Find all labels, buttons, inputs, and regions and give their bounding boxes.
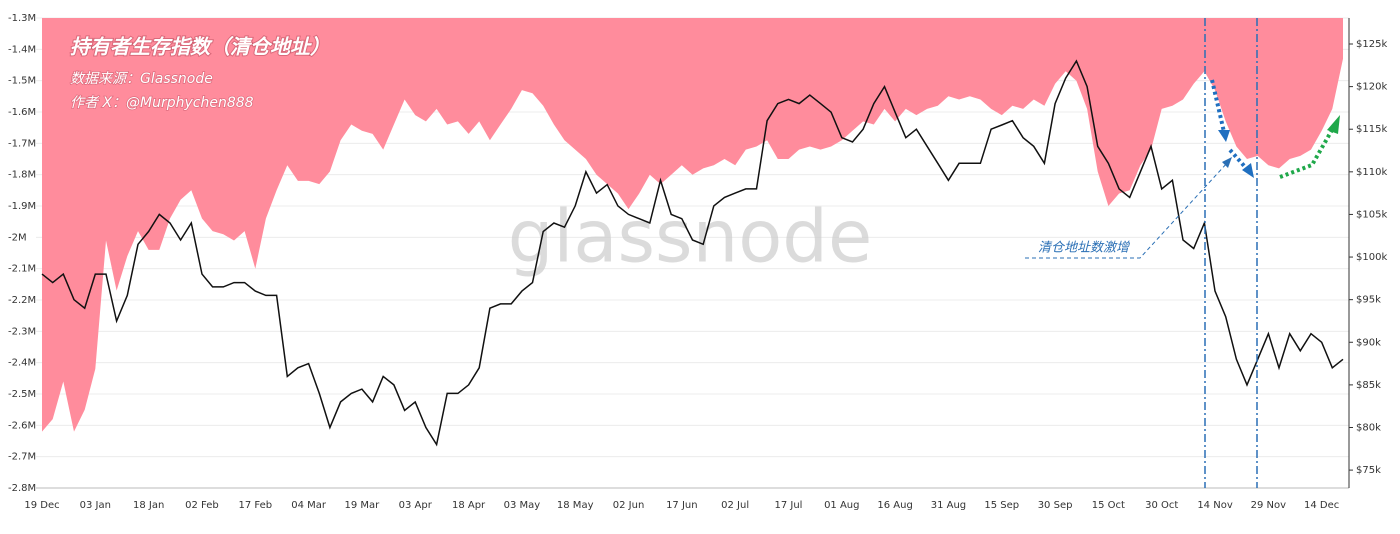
x-tick-label: 14 Nov bbox=[1197, 500, 1233, 511]
x-tick-label: 30 Sep bbox=[1038, 500, 1073, 511]
x-tick-label: 19 Mar bbox=[345, 500, 381, 511]
y-tick-label: -1.6M bbox=[8, 107, 36, 118]
y-tick-label: -2.5M bbox=[8, 389, 36, 400]
y2-tick-label: $125k bbox=[1356, 39, 1387, 50]
x-tick-label: 18 Jan bbox=[133, 500, 164, 511]
plot-background bbox=[36, 17, 1349, 489]
y2-tick-label: $95k bbox=[1356, 295, 1381, 306]
y-tick-label: -2.2M bbox=[8, 295, 36, 306]
y-tick-label: -1.7M bbox=[8, 138, 36, 149]
callout-line bbox=[1025, 161, 1229, 259]
x-tick-label: 16 Aug bbox=[877, 500, 912, 511]
x-tick-label: 15 Sep bbox=[984, 500, 1019, 511]
callout-arrow bbox=[1222, 157, 1232, 168]
plot: -1.3M -1.4M -1.5M -1.6M -1.7M -1.8M -1.9M -2M -2… bbox=[8, 13, 1387, 511]
x-tick-label: 17 Jun bbox=[666, 500, 698, 511]
y2-tick-label: $100k bbox=[1356, 252, 1387, 263]
y-tick-label: -1.3M bbox=[8, 13, 36, 24]
x-tick-label: 31 Aug bbox=[931, 500, 966, 511]
source: 数据来源：Glassnode bbox=[70, 71, 213, 87]
y2-tick-label: $120k bbox=[1356, 82, 1387, 93]
x-tick-label: 17 Jul bbox=[774, 500, 802, 511]
x-tick-label: 14 Dec bbox=[1304, 500, 1339, 511]
y-tick-label: -2.8M bbox=[8, 483, 36, 494]
trend-arrow bbox=[1228, 148, 1248, 170]
y-tick-label: -1.5M bbox=[8, 76, 36, 87]
x-tick-label: 03 May bbox=[504, 500, 541, 511]
trend-arrow bbox=[1327, 115, 1340, 134]
y-tick-label: -2.7M bbox=[8, 452, 36, 463]
x-tick-label: 18 May bbox=[557, 500, 594, 511]
author: 作者 X：@Murphychen888 bbox=[70, 95, 254, 111]
x-tick-label: 03 Apr bbox=[399, 500, 433, 511]
y2-tick-label: $85k bbox=[1356, 380, 1381, 391]
x-tick-label: 29 Nov bbox=[1251, 500, 1287, 511]
x-tick-label: 02 Feb bbox=[185, 500, 219, 511]
x-tick-label: 03 Jan bbox=[80, 500, 111, 511]
x-tick-label: 15 Oct bbox=[1092, 500, 1125, 511]
y2-tick-label: $105k bbox=[1356, 209, 1387, 220]
y-tick-label: -1.4M bbox=[8, 44, 36, 55]
y-tick-label: -2.4M bbox=[8, 358, 36, 369]
x-tick-label: 02 Jun bbox=[613, 500, 645, 511]
y2-tick-label: $75k bbox=[1356, 465, 1381, 476]
y2-tick-label: $80k bbox=[1356, 422, 1381, 433]
y-tick-label: -2.1M bbox=[8, 264, 36, 275]
x-tick-label: 30 Oct bbox=[1145, 500, 1178, 511]
x-tick-label: 19 Dec bbox=[24, 500, 59, 511]
y-tick-label: -1.9M bbox=[8, 201, 36, 212]
y2-tick-label: $90k bbox=[1356, 337, 1381, 348]
y-tick-label: -2.6M bbox=[8, 420, 36, 431]
annotation: 清仓地址数激增 bbox=[1038, 241, 1131, 256]
x-tick-label: 17 Feb bbox=[238, 500, 272, 511]
y-tick-label: -2M bbox=[8, 232, 27, 243]
trend-arrow bbox=[1279, 129, 1334, 179]
x-tick-label: 01 Aug bbox=[824, 500, 859, 511]
trend-arrow bbox=[1210, 79, 1226, 133]
y-tick-label: -2.3M bbox=[8, 326, 36, 337]
x-tick-label: 02 Jul bbox=[721, 500, 749, 511]
y2-tick-label: $115k bbox=[1356, 124, 1387, 135]
y2-tick-label: $110k bbox=[1356, 167, 1387, 178]
trend-arrow bbox=[1218, 130, 1230, 142]
x-tick-label: 18 Apr bbox=[452, 500, 486, 511]
x-tick-label: 04 Mar bbox=[291, 500, 327, 511]
trend-arrow bbox=[1242, 163, 1254, 178]
y-tick-label: -1.8M bbox=[8, 170, 36, 181]
index-area bbox=[42, 18, 1343, 432]
chart-title: 持有者生存指数（清仓地址） bbox=[70, 35, 330, 59]
price-line bbox=[41, 59, 1344, 447]
